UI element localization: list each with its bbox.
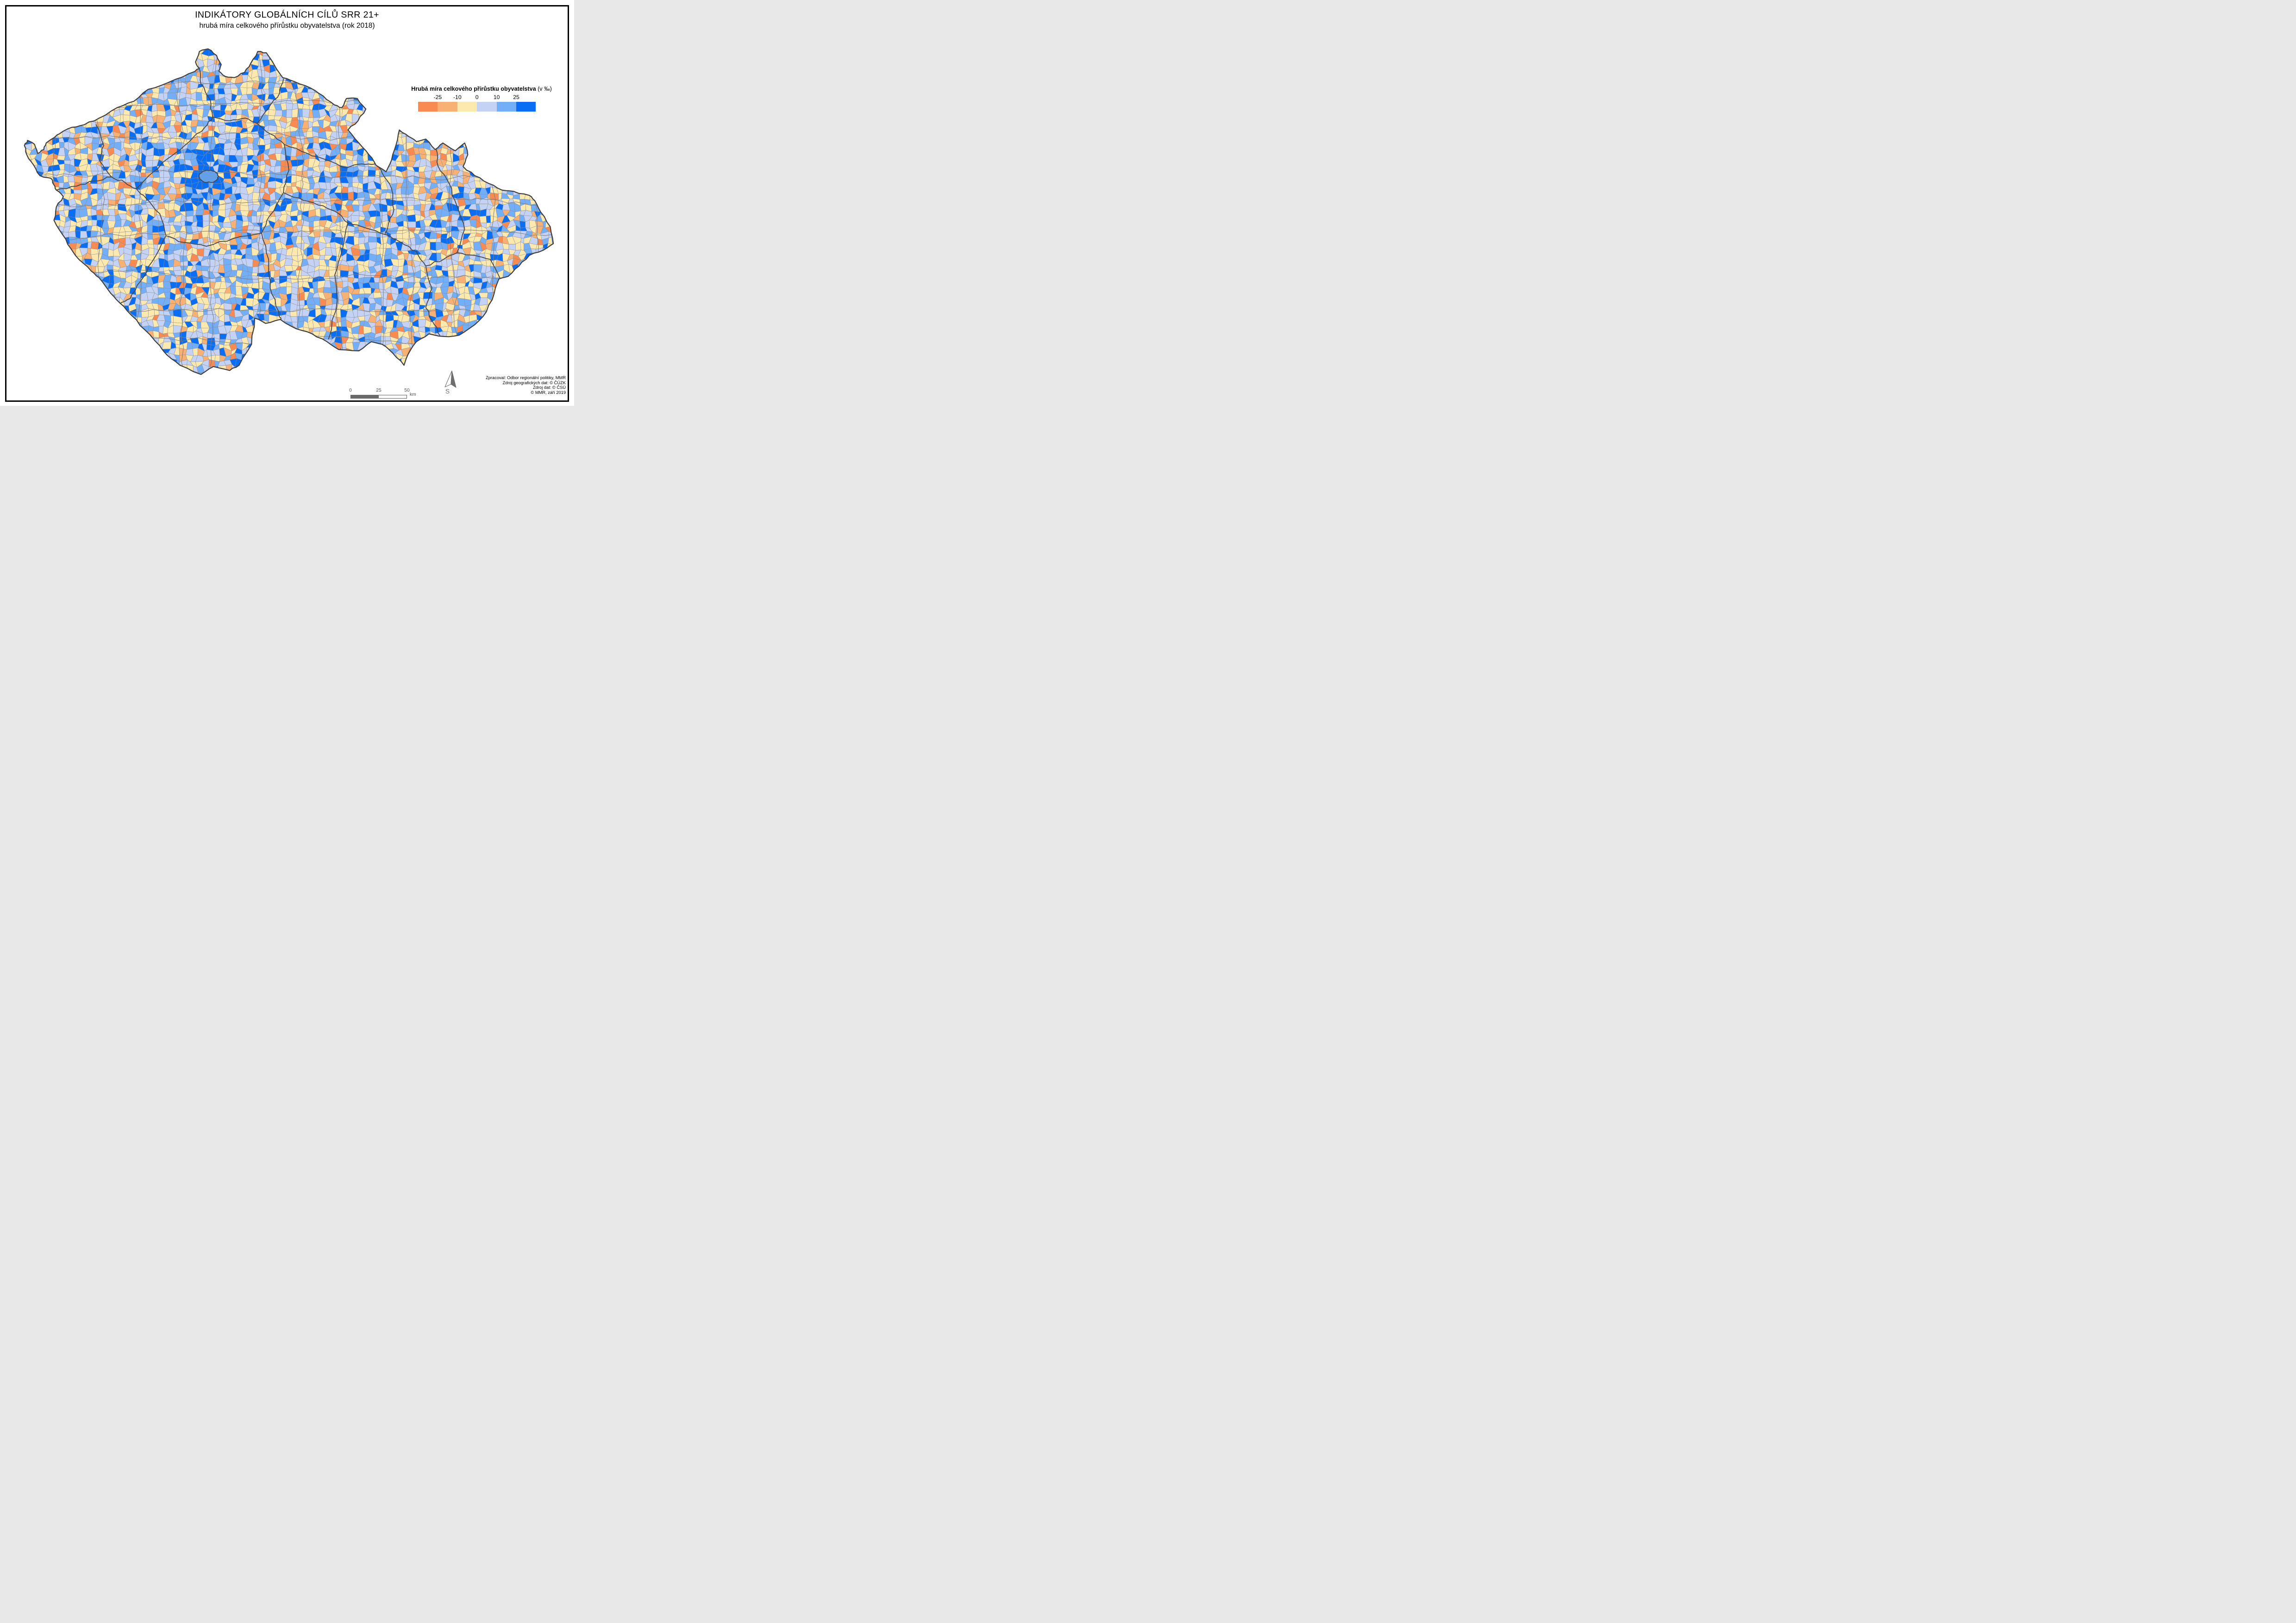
north-arrow-label: S [445, 388, 450, 395]
legend-title-row: Hrubá míra celkového přírůstku obyvatels… [403, 86, 560, 92]
legend-swatch-4 [477, 102, 497, 112]
legend-break-label-3: 0 [475, 94, 479, 100]
scale-label-25: 25 [376, 388, 382, 393]
region-borders-layer [56, 67, 500, 340]
scale-label-50: 50 [404, 388, 410, 393]
credit-line-1: Zpracoval: Odbor regionální politiky, MM… [486, 375, 566, 380]
legend-break-label-2: -10 [453, 94, 462, 100]
legend-title: Hrubá míra celkového přírůstku obyvatels… [411, 86, 536, 92]
scale-label-0: 0 [349, 388, 352, 393]
north-arrow-icon [444, 370, 457, 388]
scale-bar-segment-filled [350, 395, 379, 399]
credit-line-4: © MMR, září 2019 [531, 390, 566, 395]
scale-bar: 0 25 50 km [346, 388, 429, 401]
legend-swatch-1 [418, 102, 438, 112]
legend-color-ramp [418, 102, 560, 112]
map-title: INDIKÁTORY GLOBÁLNÍCH CÍLŮ SRR 21+ [195, 10, 379, 20]
legend-swatch-2 [438, 102, 457, 112]
legend-swatch-3 [457, 102, 477, 112]
legend-scale: -25 -10 0 10 25 [403, 94, 560, 102]
north-arrow: S [440, 370, 464, 400]
legend: Hrubá míra celkového přírůstku obyvatels… [403, 86, 560, 112]
scale-unit: km [410, 392, 416, 397]
prague-area [198, 169, 219, 183]
scale-bar-segment-empty [379, 395, 407, 399]
legend-swatch-5 [496, 102, 516, 112]
legend-break-label-1: -25 [433, 94, 442, 100]
credits: Zpracoval: Odbor regionální politiky, MM… [486, 375, 566, 395]
legend-break-label-4: 10 [493, 94, 500, 100]
credit-line-2: Zdroj geografických dat: © ČÚZK [502, 380, 566, 385]
map-canvas [24, 48, 554, 375]
map-subtitle: hrubá míra celkového přírůstku obyvatels… [199, 22, 375, 30]
legend-break-label-5: 25 [513, 94, 519, 100]
map-sheet: INDIKÁTORY GLOBÁLNÍCH CÍLŮ SRR 21+ hrubá… [0, 0, 574, 406]
country-outline [24, 48, 554, 375]
legend-unit: (v ‰) [538, 86, 552, 92]
credit-line-3: Zdroj dat: © ČSÚ [533, 385, 566, 390]
legend-swatch-6 [516, 102, 536, 112]
